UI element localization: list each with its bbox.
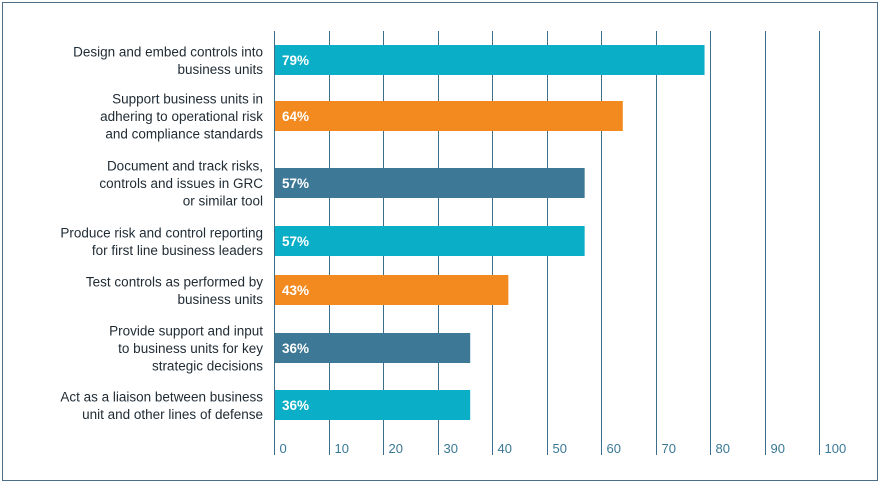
x-tick-label: 80 xyxy=(716,441,730,456)
category-label-line: controls and issues in GRC xyxy=(99,176,263,191)
bar xyxy=(275,390,471,420)
x-tick-label: 90 xyxy=(771,441,785,456)
x-tick-labels: 0 10 20 30 40 50 60 70 80 90 100 xyxy=(280,441,847,456)
x-tick-label: 30 xyxy=(444,441,458,456)
chart-frame: 79% 64% 57% 57% 43% 36% 36% Design and embed c… xyxy=(2,2,878,481)
bar xyxy=(275,333,471,363)
x-tick-label: 20 xyxy=(389,441,403,456)
x-tick-label: 0 xyxy=(280,441,287,456)
category-label: Test controls as performed by business un… xyxy=(86,274,263,307)
bar xyxy=(275,101,623,131)
bar xyxy=(275,275,509,305)
x-tick-label: 100 xyxy=(825,441,847,456)
category-label: Design and embed controls into business u… xyxy=(73,44,263,77)
category-label-line: Design and embed controls into xyxy=(73,44,263,59)
bar-value-label: 36% xyxy=(282,398,309,413)
category-label: Provide support and input to business uni… xyxy=(109,324,263,374)
category-label-line: Test controls as performed by xyxy=(86,274,263,289)
bar-chart: 79% 64% 57% 57% 43% 36% 36% Design and embed c… xyxy=(60,31,847,456)
category-label-line: business units xyxy=(177,62,263,77)
category-label-line: Document and track risks, xyxy=(107,159,263,174)
category-label-line: adhering to operational risk xyxy=(100,109,263,124)
category-label-line: Act as a liaison between business xyxy=(60,389,263,404)
category-label: Support business units in adhering to ope… xyxy=(100,92,263,142)
bar-value-label: 43% xyxy=(282,283,309,298)
category-label-line: for first line business leaders xyxy=(92,243,263,258)
category-label-line: unit and other lines of defense xyxy=(82,407,263,422)
bar xyxy=(275,45,705,75)
category-label-line: business units xyxy=(177,292,263,307)
bars xyxy=(275,45,705,420)
category-label-line: to business units for key xyxy=(118,341,263,356)
bar-value-label: 64% xyxy=(282,109,309,124)
category-label: Act as a liaison between business unit an… xyxy=(60,389,263,422)
bar-value-label: 36% xyxy=(282,341,309,356)
bar xyxy=(275,226,585,256)
bar-value-label: 57% xyxy=(282,234,309,249)
x-tick-label: 70 xyxy=(662,441,676,456)
category-label-line: Provide support and input xyxy=(109,324,263,339)
x-tick-label: 50 xyxy=(553,441,567,456)
category-label: Produce risk and control reporting for fi… xyxy=(60,225,263,258)
category-label-line: Support business units in xyxy=(112,92,263,107)
bar xyxy=(275,168,585,198)
category-label-line: or similar tool xyxy=(183,194,263,209)
bar-value-label: 79% xyxy=(282,53,309,68)
value-labels: 79% 64% 57% 57% 43% 36% 36% xyxy=(282,53,309,413)
category-label-line: Produce risk and control reporting xyxy=(60,225,263,240)
x-tick-label: 60 xyxy=(607,441,621,456)
x-tick-label: 40 xyxy=(498,441,512,456)
category-labels: Design and embed controls into business u… xyxy=(60,44,263,422)
category-label-line: and compliance standards xyxy=(105,127,263,142)
category-label-line: strategic decisions xyxy=(152,359,263,374)
category-label: Document and track risks, controls and is… xyxy=(99,159,263,209)
bar-value-label: 57% xyxy=(282,176,309,191)
x-tick-label: 10 xyxy=(335,441,349,456)
